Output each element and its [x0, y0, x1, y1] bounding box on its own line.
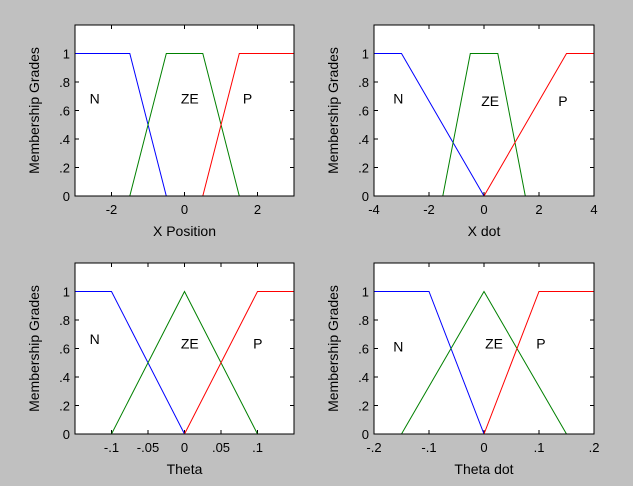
x-axis-label: X Position	[153, 223, 216, 239]
y-tick-label: .6	[59, 342, 70, 357]
axes-frame	[373, 262, 595, 435]
x-tick-label: -2	[423, 202, 435, 217]
series-label-p: P	[243, 90, 252, 106]
y-tick-label: .4	[59, 132, 70, 147]
y-tick-label: .8	[59, 75, 70, 90]
y-tick-label: .8	[358, 75, 369, 90]
x-tick-label: 2	[254, 202, 261, 217]
x-tick-label: 0	[480, 440, 487, 455]
axes-frame	[74, 24, 295, 197]
series-label-n: N	[90, 90, 100, 106]
y-tick-label: .4	[358, 132, 369, 147]
series-label-ze: ZE	[481, 93, 499, 109]
y-tick-label: .8	[358, 313, 369, 328]
y-tick-label: 0	[362, 427, 369, 442]
y-tick-label: 0	[63, 189, 70, 204]
chart-panel-1: 0 .2 .4 .6 .8 1 -2 0 2 N ZE P X Position Membership G…	[26, 24, 295, 239]
x-axis-label: Theta dot	[454, 461, 513, 477]
x-tick-label: -.1	[104, 440, 119, 455]
series-label-n: N	[393, 90, 403, 106]
y-tick-label: .6	[358, 342, 369, 357]
y-axis-label: Membership Grades	[26, 47, 42, 174]
chart-panel-2: 0 .2 .4 .6 .8 1 -4 -2 0 2 4 N ZE P X dot Membership Gra…	[325, 24, 598, 239]
x-tick-label: 0	[480, 202, 487, 217]
axes-frame	[74, 262, 295, 435]
y-tick-label: .6	[59, 104, 70, 119]
y-tick-label: .8	[59, 313, 70, 328]
x-tick-label: -.2	[366, 440, 381, 455]
y-tick-label: 1	[63, 285, 70, 300]
series-label-p: P	[558, 93, 567, 109]
series-label-ze: ZE	[181, 336, 199, 352]
x-tick-label: -4	[368, 202, 380, 217]
series-label-ze: ZE	[181, 90, 199, 106]
y-tick-label: .2	[59, 161, 70, 176]
y-axis-label: Membership Grades	[26, 285, 42, 412]
x-tick-label: 4	[590, 202, 597, 217]
y-axis-label: Membership Grades	[325, 47, 341, 174]
x-tick-label: .1	[534, 440, 545, 455]
x-axis-label: Theta	[167, 461, 203, 477]
series-label-p: P	[536, 336, 545, 352]
series-label-p: P	[253, 336, 262, 352]
y-tick-label: 1	[362, 285, 369, 300]
y-tick-label: .2	[358, 399, 369, 414]
x-tick-label: 2	[535, 202, 542, 217]
series-label-ze: ZE	[485, 336, 503, 352]
y-tick-label: .4	[59, 370, 70, 385]
series-label-n: N	[90, 331, 100, 347]
series-label-n: N	[393, 338, 403, 354]
x-tick-label: -2	[106, 202, 118, 217]
x-tick-label: -.1	[421, 440, 436, 455]
x-tick-label: -.05	[137, 440, 159, 455]
y-tick-label: 1	[362, 47, 369, 62]
y-tick-label: 1	[63, 47, 70, 62]
y-tick-label: .4	[358, 370, 369, 385]
y-tick-label: .2	[358, 161, 369, 176]
y-tick-label: .6	[358, 104, 369, 119]
axes-frame	[373, 24, 595, 197]
x-axis-label: X dot	[468, 223, 501, 239]
plot-area	[374, 25, 594, 196]
chart-panel-3: 0 .2 .4 .6 .8 1 -.1 -.05 0 .05 .1 N ZE P Theta Membersh…	[26, 262, 295, 477]
plot-area	[374, 263, 594, 434]
y-axis-label: Membership Grades	[325, 285, 341, 412]
x-tick-label: 0	[181, 440, 188, 455]
x-tick-label: .05	[212, 440, 230, 455]
x-tick-label: .1	[252, 440, 263, 455]
y-tick-label: 0	[362, 189, 369, 204]
x-tick-label: 0	[181, 202, 188, 217]
y-tick-label: .2	[59, 399, 70, 414]
chart-panel-4: 0 .2 .4 .6 .8 1 -.2 -.1 0 .1 .2 N ZE P Theta dot Member…	[325, 262, 600, 477]
y-tick-label: 0	[63, 427, 70, 442]
x-tick-label: .2	[589, 440, 600, 455]
plot-area	[75, 25, 294, 196]
